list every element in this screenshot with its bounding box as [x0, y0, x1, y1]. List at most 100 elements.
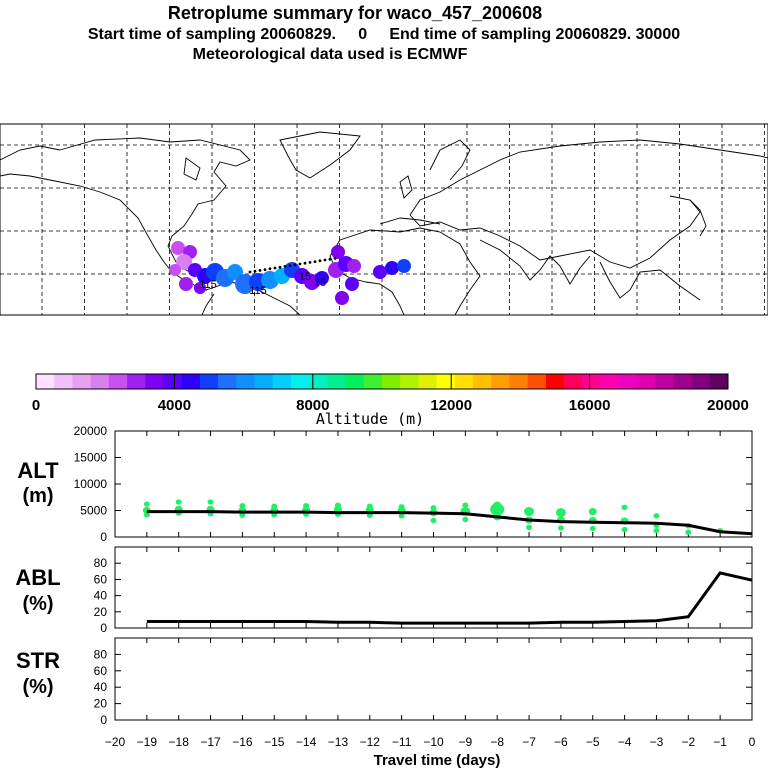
colorbar-cell: [163, 374, 182, 389]
colorbar-cell: [600, 374, 620, 389]
panel-alt: 0 5000 10000 15000 20000 ALT(m): [17, 424, 753, 544]
trajectory-point: [328, 257, 332, 261]
colorbar-cell: [309, 374, 328, 389]
colorbar-cell: [382, 374, 401, 389]
trajectory-point: [283, 265, 287, 268]
altitude-scatter-point: [143, 501, 150, 507]
map-track-label: 115: [249, 285, 267, 297]
x-tick-label: −20: [105, 735, 126, 749]
x-tick-label: −1: [713, 735, 727, 749]
y-tick-label: 0: [100, 530, 107, 544]
x-tick-label: −13: [328, 735, 349, 749]
colorbar-cell: [673, 374, 692, 389]
altitude-scatter-point: [334, 502, 341, 508]
colorbar-cell: [36, 374, 55, 389]
colorbar-tick-label: 8000: [296, 397, 329, 414]
map-grid: [0, 124, 768, 315]
x-axis-label: Travel time (days): [374, 752, 501, 768]
trajectory-point: [298, 262, 302, 266]
colorbar-cell: [363, 374, 383, 389]
y-label-unit: (%): [22, 593, 53, 615]
series-line-alt: [146, 510, 753, 536]
altitude-scatter-point: [462, 502, 469, 508]
colorbar-cell: [545, 374, 565, 389]
trajectory-point: [253, 269, 257, 273]
colorbar-cell: [236, 374, 255, 389]
trajectory-point: [273, 266, 277, 270]
colorbar-cell: [108, 374, 128, 389]
altitude-scatter-point: [621, 504, 628, 511]
plume-dot: [169, 264, 181, 276]
map-track-label: 15: [314, 277, 326, 289]
x-tick-label: −9: [459, 735, 473, 749]
panel-frame: [114, 546, 753, 629]
altitude-scatter-point: [398, 513, 405, 519]
altitude-scatter-point: [366, 503, 373, 509]
altitude-scatter-point: [207, 499, 214, 505]
panel-frame: [114, 637, 753, 721]
altitude-scatter-point: [524, 507, 535, 517]
colorbar-cell: [54, 374, 73, 389]
x-tick-label: −7: [522, 735, 536, 749]
x-tick-label: −8: [490, 735, 504, 749]
y-label-unit: (m): [22, 485, 53, 507]
y-label-unit: (%): [22, 676, 53, 698]
trajectory-point: [293, 263, 297, 267]
altitude-scatter-point: [653, 527, 660, 534]
altitude-scatter-point: [621, 526, 628, 533]
y-tick-label: 20: [94, 697, 108, 711]
colorbar-cell: [436, 374, 456, 389]
colorbar-cell: [418, 374, 437, 389]
colorbar-cell: [254, 374, 274, 389]
x-tick-label: −17: [200, 735, 221, 749]
plume-dot: [331, 245, 345, 259]
altitude-scatter-point: [555, 508, 566, 518]
plume-dot: [347, 259, 361, 273]
y-tick-label: 15000: [74, 451, 108, 465]
colorbar-cell: [491, 374, 510, 389]
y-tick-label: 5000: [80, 504, 107, 518]
colorbar-cell: [400, 374, 419, 389]
colorbar-cell: [509, 374, 528, 389]
altitude-scatter-point: [430, 505, 437, 511]
colorbar-cell: [199, 374, 219, 389]
trajectory-point: [323, 258, 327, 262]
colorbar-cell: [473, 374, 492, 389]
colorbar-tick-label: 12000: [430, 397, 472, 414]
colorbar-cell: [218, 374, 237, 389]
plume-dot: [194, 282, 206, 294]
x-tick-label: −3: [650, 735, 664, 749]
x-tick-label: −11: [392, 735, 412, 749]
y-tick-label: 20000: [74, 424, 108, 438]
altitude-scatter-point: [430, 517, 437, 524]
altitude-scatter-point: [239, 503, 246, 509]
colorbar-cell: [72, 374, 91, 389]
colorbar-tick-label: 0: [32, 397, 40, 414]
colorbar-cell: [691, 374, 711, 389]
trajectory-point: [278, 265, 282, 269]
colorbar-cell: [618, 374, 638, 389]
colorbar-cell: [290, 374, 310, 389]
y-tick-label: 80: [94, 556, 108, 570]
panel-str: 0 20 40 60 80 STR (%): [16, 637, 753, 727]
y-tick-label: 60: [94, 572, 108, 586]
x-tick-label: −14: [296, 735, 317, 749]
y-label: ALT: [17, 458, 59, 483]
altitude-scatter-point: [588, 507, 597, 516]
altitude-scatter-point: [685, 529, 692, 535]
altitude-scatter-point: [303, 503, 310, 509]
trajectory-point: [313, 260, 317, 263]
plume-dot: [335, 291, 349, 305]
y-tick-label: 0: [100, 713, 107, 727]
colorbar-cell: [454, 374, 474, 389]
x-tick-label: 0: [749, 735, 756, 749]
world-map: 115 15 15 115: [0, 123, 768, 316]
plume-dot: [315, 271, 329, 285]
altitude-scatter-point: [526, 524, 533, 531]
colorbar-cell: [327, 374, 346, 389]
trajectory-point: [318, 259, 322, 263]
y-tick-label: 20: [94, 605, 108, 619]
x-tick-label: −4: [618, 735, 632, 749]
y-tick-label: 80: [94, 647, 108, 661]
